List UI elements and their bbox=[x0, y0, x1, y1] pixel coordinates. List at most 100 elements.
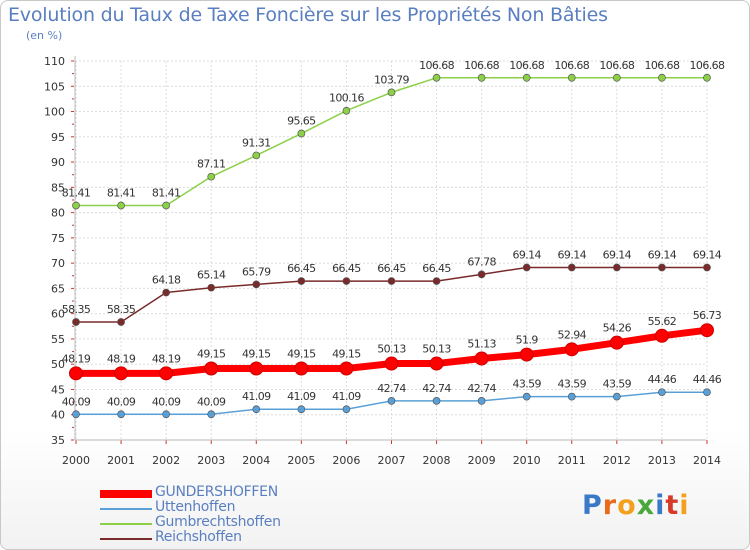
data-label: 106.68 bbox=[599, 59, 634, 72]
x-tick-label: 2007 bbox=[377, 454, 405, 467]
logo-letter: x bbox=[636, 490, 656, 521]
data-point bbox=[162, 288, 170, 297]
data-point bbox=[342, 405, 351, 414]
y-tick-label: 100 bbox=[44, 106, 65, 119]
data-label: 56.73 bbox=[693, 309, 722, 322]
data-label: 48.19 bbox=[62, 352, 91, 365]
logo-letter: i bbox=[679, 490, 690, 521]
data-label: 52.94 bbox=[558, 328, 587, 341]
data-point bbox=[297, 129, 306, 138]
data-point bbox=[703, 73, 711, 82]
x-tick-label: 2010 bbox=[513, 454, 541, 467]
x-tick-label: 2005 bbox=[287, 454, 315, 467]
data-point bbox=[477, 270, 486, 279]
x-tick-label: 2009 bbox=[468, 454, 496, 467]
x-tick-label: 2002 bbox=[152, 454, 180, 467]
data-label: 106.68 bbox=[509, 59, 544, 72]
data-label: 66.45 bbox=[422, 262, 451, 275]
data-label: 81.41 bbox=[62, 186, 91, 199]
data-label: 91.31 bbox=[242, 136, 271, 149]
data-label: 69.14 bbox=[648, 248, 677, 261]
data-label: 54.26 bbox=[603, 322, 632, 335]
data-label: 41.09 bbox=[332, 390, 361, 403]
logo-letter: i bbox=[655, 490, 666, 521]
data-label: 66.45 bbox=[287, 262, 316, 275]
x-tick-label: 2001 bbox=[107, 454, 135, 467]
series-gundershoffen bbox=[69, 323, 714, 381]
data-point bbox=[477, 397, 486, 405]
series-uttenhoffen bbox=[72, 388, 711, 419]
data-point bbox=[114, 366, 129, 381]
data-label: 40.09 bbox=[107, 395, 136, 408]
data-label: 40.09 bbox=[152, 395, 181, 408]
data-label: 106.68 bbox=[554, 59, 589, 72]
unit-label: (en %) bbox=[26, 29, 63, 42]
data-label: 42.74 bbox=[377, 382, 406, 395]
data-label: 81.41 bbox=[107, 186, 136, 199]
legend-label: Uttenhoffen bbox=[155, 499, 236, 515]
data-point bbox=[339, 361, 354, 376]
data-label: 48.19 bbox=[152, 352, 181, 365]
data-point bbox=[162, 201, 170, 210]
data-label: 103.79 bbox=[374, 73, 409, 86]
data-label: 55.62 bbox=[648, 315, 677, 328]
x-tick-label: 2008 bbox=[423, 454, 451, 467]
data-point bbox=[249, 361, 264, 376]
data-point bbox=[207, 172, 216, 181]
data-point bbox=[117, 318, 125, 326]
data-point bbox=[207, 410, 216, 419]
data-point bbox=[432, 397, 441, 405]
data-point bbox=[162, 410, 170, 419]
y-tick-label: 55 bbox=[51, 333, 65, 346]
x-tick-label: 2012 bbox=[603, 454, 631, 467]
legend-label: Reichshoffen bbox=[155, 529, 242, 545]
chart-title: Evolution du Taux de Taxe Foncière sur l… bbox=[8, 4, 608, 26]
data-point bbox=[658, 388, 666, 397]
logo-letter: P bbox=[582, 490, 603, 521]
y-tick-label: 70 bbox=[51, 257, 65, 270]
data-point bbox=[567, 392, 576, 401]
legend-swatch bbox=[100, 508, 152, 510]
y-tick-label: 80 bbox=[51, 207, 65, 220]
data-label: 106.68 bbox=[419, 59, 454, 72]
x-tick-label: 2011 bbox=[558, 454, 586, 467]
data-point bbox=[294, 361, 309, 376]
logo-letter: r bbox=[602, 490, 618, 521]
data-point bbox=[342, 106, 351, 115]
data-label: 65.14 bbox=[197, 269, 226, 282]
legend-swatch bbox=[100, 538, 152, 540]
x-tick-label: 2014 bbox=[693, 454, 721, 467]
data-point bbox=[387, 397, 396, 405]
data-label: 100.16 bbox=[329, 92, 364, 105]
data-point bbox=[384, 356, 399, 371]
data-point bbox=[387, 277, 396, 285]
data-label: 58.35 bbox=[62, 303, 91, 316]
y-tick-label: 75 bbox=[51, 232, 65, 245]
data-point bbox=[252, 280, 261, 289]
data-point bbox=[612, 263, 621, 272]
data-point bbox=[429, 356, 444, 371]
data-label: 44.46 bbox=[648, 373, 677, 386]
data-point bbox=[699, 323, 714, 338]
grid bbox=[75, 60, 708, 441]
data-label: 69.14 bbox=[693, 248, 722, 261]
series-gumbrechtshoffen bbox=[72, 73, 711, 210]
data-label: 65.79 bbox=[242, 265, 271, 278]
legend-label: Gumbrechtshoffen bbox=[155, 514, 281, 530]
data-label: 81.41 bbox=[152, 186, 181, 199]
data-point bbox=[204, 361, 219, 376]
data-point bbox=[703, 388, 711, 397]
data-point bbox=[72, 410, 80, 419]
logo-letter: o bbox=[617, 490, 637, 521]
legend-label: GUNDERSHOFFEN bbox=[155, 484, 278, 500]
y-tick-label: 90 bbox=[51, 156, 65, 169]
series-layer bbox=[69, 73, 714, 419]
x-tick-label: 2003 bbox=[197, 454, 225, 467]
data-label: 64.18 bbox=[152, 274, 181, 287]
axes: 35 40 45 50 55 60 65 70 75 80 85 90 95 100 105 110 2000 2… bbox=[44, 55, 721, 467]
data-labels: 40.09 40.09 40.09 40.09 41.09 41.09 41.09 42.74… bbox=[62, 59, 726, 409]
data-label: 69.14 bbox=[603, 248, 632, 261]
proxiti-logo: Proxiti bbox=[582, 490, 690, 521]
data-point bbox=[612, 73, 621, 82]
